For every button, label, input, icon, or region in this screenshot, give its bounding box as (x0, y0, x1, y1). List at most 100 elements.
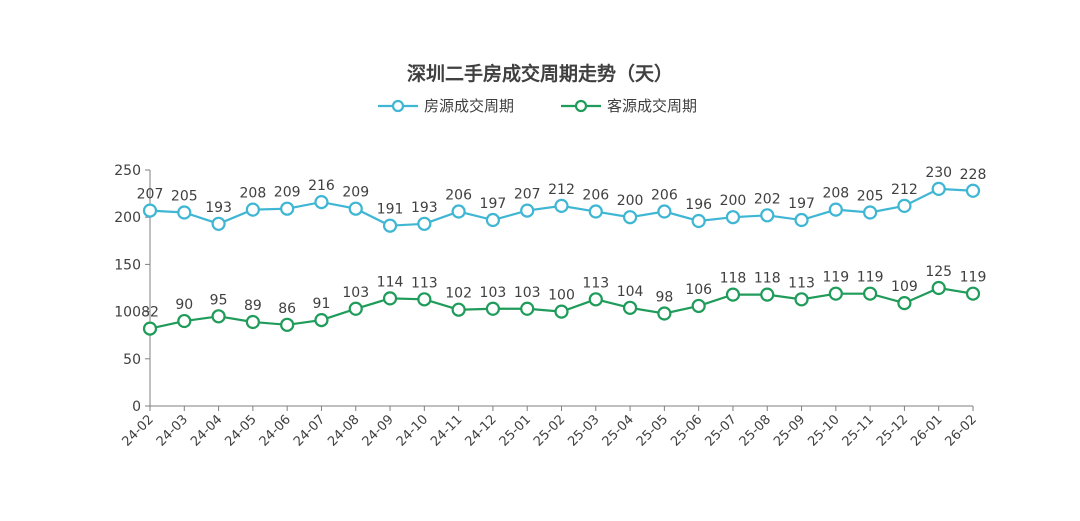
data-point (348, 201, 363, 216)
data-label: 95 (210, 292, 228, 308)
data-point (657, 204, 672, 219)
x-tick-label: 24-10 (394, 412, 431, 449)
x-tick-label: 24-02 (120, 412, 157, 449)
x-tick-label: 24-08 (325, 412, 362, 449)
data-point (931, 280, 946, 296)
data-label: 197 (788, 196, 815, 212)
data-point (520, 203, 535, 218)
data-label: 90 (175, 297, 193, 313)
data-label: 102 (445, 286, 472, 302)
data-point (691, 298, 706, 314)
data-point (451, 302, 466, 317)
data-point (211, 216, 226, 231)
x-tick-label: 24-09 (360, 412, 397, 449)
data-label: 103 (514, 285, 541, 301)
data-label: 98 (655, 289, 673, 305)
legend-marker (391, 99, 405, 113)
x-tick-label: 26-02 (943, 412, 980, 449)
data-label: 89 (244, 298, 262, 314)
x-tick-label: 26-01 (908, 412, 945, 449)
x-tick-label: 24-04 (188, 412, 225, 449)
data-label: 208 (822, 186, 849, 202)
data-point (280, 201, 295, 216)
x-tick-label: 24-03 (154, 412, 191, 449)
data-point (245, 314, 260, 330)
data-point (177, 313, 192, 329)
data-label: 200 (617, 193, 644, 209)
data-label: 119 (857, 270, 884, 286)
y-tick-label: 150 (114, 257, 141, 273)
data-label: 196 (685, 197, 712, 213)
data-point (142, 203, 158, 218)
x-tick-label: 25-04 (600, 412, 637, 449)
data-point (931, 181, 946, 196)
legend-item: 房源成交周期 (378, 97, 514, 115)
data-label: 206 (582, 188, 609, 204)
data-label: 212 (891, 182, 918, 198)
data-label: 206 (651, 188, 678, 204)
y-tick-label: 100 (114, 305, 141, 321)
data-point (794, 212, 809, 228)
data-point (382, 291, 398, 306)
x-tick-label: 25-09 (771, 412, 808, 449)
legend-marker (574, 99, 588, 113)
y-tick-label: 250 (114, 163, 141, 179)
data-label: 207 (137, 187, 164, 203)
data-point (897, 198, 912, 213)
data-point (417, 216, 432, 231)
data-label: 100 (548, 288, 575, 304)
data-point (211, 309, 226, 324)
data-label: 118 (754, 271, 781, 287)
data-point (280, 317, 295, 332)
data-point (485, 212, 501, 228)
data-label: 197 (480, 196, 507, 212)
data-label: 125 (925, 264, 952, 280)
data-point (348, 301, 363, 316)
data-label: 208 (240, 186, 267, 202)
x-tick-label: 25-11 (840, 412, 877, 449)
data-point (760, 208, 775, 223)
x-tick-label: 25-05 (634, 412, 671, 449)
legend-item: 客源成交周期 (561, 97, 697, 115)
data-label: 216 (308, 178, 335, 194)
data-label: 119 (822, 270, 849, 286)
x-tick-label: 24-11 (428, 412, 465, 449)
data-point (897, 296, 912, 311)
data-point (965, 286, 981, 301)
legend-label: 客源成交周期 (607, 97, 697, 115)
data-point (965, 183, 981, 198)
data-label: 86 (278, 301, 296, 317)
data-label: 207 (514, 187, 541, 203)
data-point (588, 204, 603, 219)
data-point (828, 286, 843, 301)
data-label: 205 (171, 188, 198, 204)
data-label: 114 (377, 274, 404, 290)
data-label: 228 (960, 167, 987, 183)
data-point (760, 287, 775, 302)
data-point (314, 312, 329, 328)
x-tick-label: 24-05 (222, 412, 259, 449)
y-tick-label: 50 (123, 352, 141, 368)
x-tick-label: 25-12 (874, 412, 911, 449)
x-tick-label: 24-06 (257, 412, 294, 449)
x-tick-label: 25-06 (668, 412, 705, 449)
data-label: 118 (720, 271, 747, 287)
data-point (863, 205, 878, 220)
data-point (588, 292, 603, 307)
legend-label: 房源成交周期 (424, 97, 514, 115)
x-tick-label: 24-07 (291, 412, 328, 449)
data-label: 103 (342, 285, 369, 301)
legend: 房源成交周期 客源成交周期 (378, 97, 697, 115)
series-2: 82 90 95 89 86 91 103 114 113 102 103 103 100 113 104 9… (141, 264, 987, 336)
data-point (314, 194, 329, 210)
data-label: 104 (617, 284, 644, 300)
data-label: 119 (960, 270, 987, 286)
data-label: 202 (754, 191, 781, 207)
data-point (554, 198, 569, 213)
data-label: 113 (411, 275, 438, 291)
data-label: 230 (925, 165, 952, 181)
data-label: 209 (342, 185, 369, 201)
data-label: 200 (720, 193, 747, 209)
chart-title: 深圳二手房成交周期走势（天） (407, 62, 673, 85)
